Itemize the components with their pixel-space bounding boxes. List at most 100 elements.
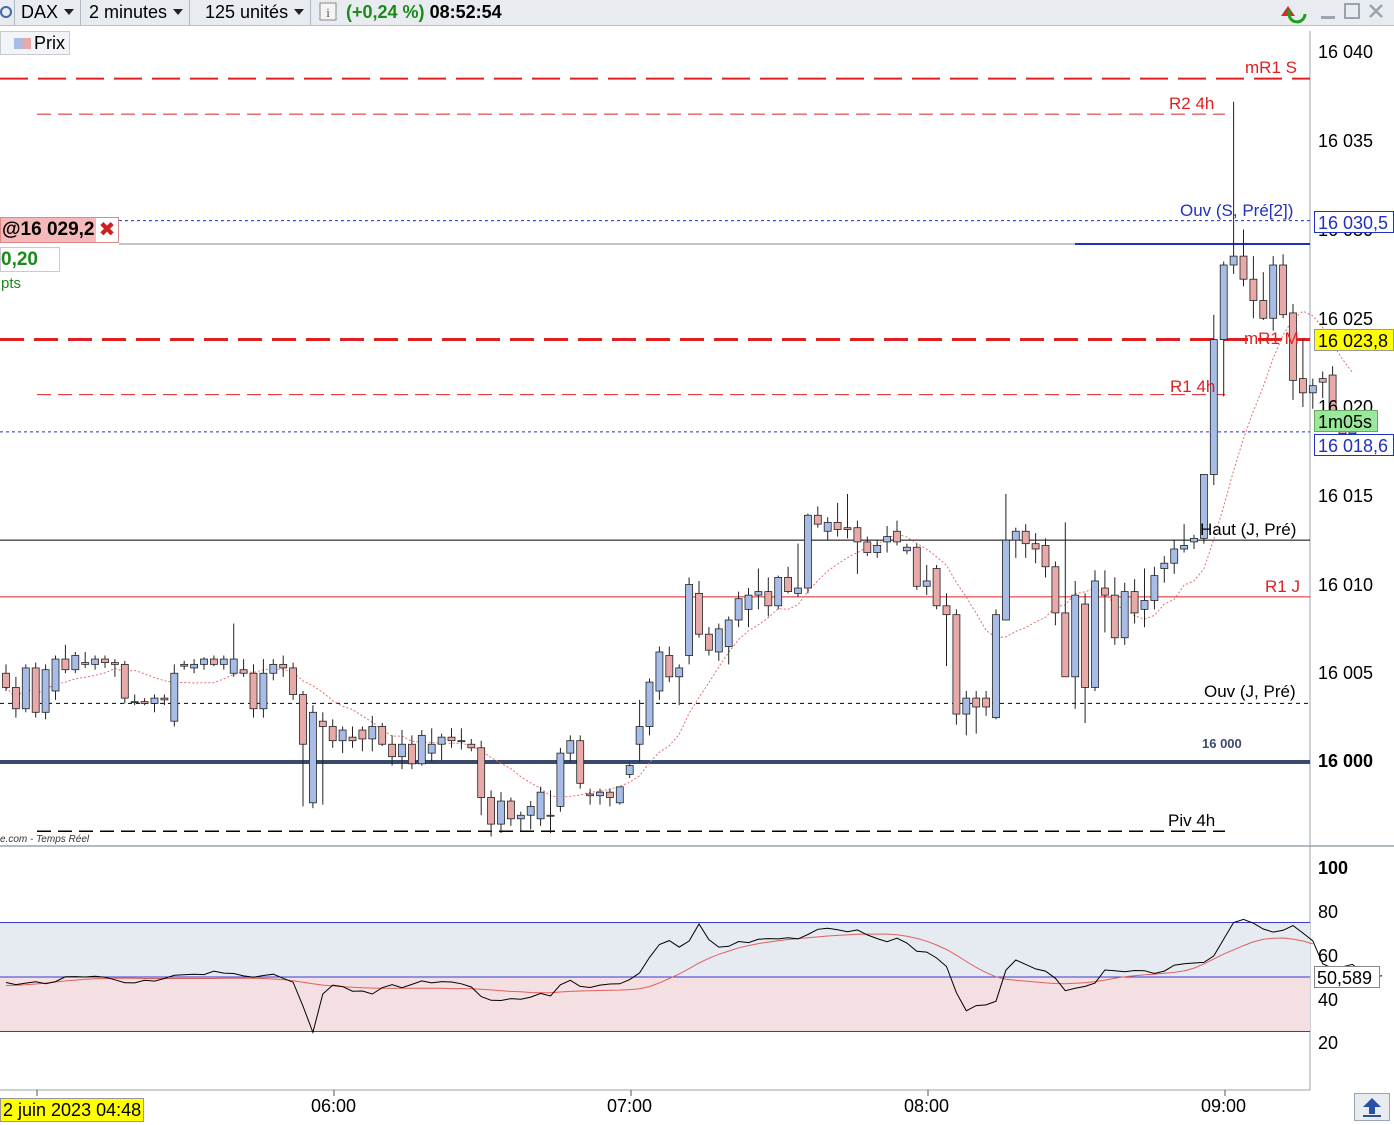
price-tick-16040: 16 040: [1318, 42, 1374, 62]
bull-candle-body: [437, 736, 446, 745]
bull-candle-body: [1308, 385, 1317, 394]
candle: [685, 577, 693, 665]
bull-candle-body: [338, 729, 347, 742]
chevron-down-icon: [173, 9, 184, 15]
candle: [546, 790, 555, 833]
candle: [2, 664, 10, 691]
candle: [170, 664, 179, 727]
candle: [764, 577, 773, 617]
candle: [101, 655, 109, 668]
bear-candle-body: [328, 726, 337, 742]
bull-candle-body: [615, 786, 624, 804]
candle: [1180, 524, 1188, 553]
instrument-label: DAX: [21, 2, 59, 22]
candle: [1289, 304, 1297, 400]
series-legend[interactable]: Prix: [0, 31, 70, 55]
candle: [804, 513, 812, 594]
candle: [130, 694, 139, 706]
candle: [1021, 524, 1030, 558]
bear-candle-body: [1101, 587, 1109, 596]
bear-candle-body: [1041, 545, 1050, 568]
units-select[interactable]: 125 unités: [199, 0, 312, 25]
candle: [308, 705, 317, 809]
bull-candle-body: [714, 628, 723, 653]
close-icon[interactable]: [1367, 2, 1385, 20]
candle: [606, 788, 614, 807]
bull-candle-body: [922, 580, 931, 587]
candle: [724, 616, 733, 665]
candle: [615, 786, 624, 805]
bear-candle-body: [1031, 543, 1040, 550]
candle: [11, 676, 20, 718]
instrument-select[interactable]: DAX: [15, 0, 82, 25]
toolbar: DAX 2 minutes 125 unités i (+0,24 %) 08:…: [0, 0, 1394, 26]
price-pane: [0, 31, 1310, 845]
bull-candle-body: [269, 663, 278, 674]
order-price-box[interactable]: @16 029,2 ✖: [0, 217, 119, 243]
bull-candle-body: [457, 740, 466, 743]
candle: [299, 691, 307, 807]
bear-candle-body: [843, 527, 852, 530]
bear-candle-body: [388, 743, 397, 758]
candle-swatch-icon: [14, 38, 31, 49]
candle: [1308, 378, 1317, 409]
candle: [744, 588, 753, 628]
bear-candle-body: [318, 720, 327, 727]
countdown-tag: 1m05s: [1314, 410, 1378, 432]
candle: [31, 662, 40, 718]
info-icon[interactable]: i: [318, 0, 340, 25]
candle: [1209, 314, 1218, 486]
candle: [190, 659, 199, 674]
interval-select[interactable]: 2 minutes: [83, 0, 191, 25]
time-tick-0600: 06:00: [311, 1096, 357, 1116]
bear-candle-body: [1110, 594, 1119, 639]
candle: [893, 520, 901, 546]
bear-candle-body: [972, 697, 981, 708]
candle: [249, 664, 258, 718]
candle: [140, 698, 149, 706]
candle: [219, 655, 228, 670]
bull-candle-body: [1170, 548, 1179, 564]
scroll-to-top-button[interactable]: [1354, 1093, 1390, 1121]
minimize-icon[interactable]: [1319, 2, 1337, 20]
candle: [1041, 538, 1050, 578]
candle: [427, 728, 436, 762]
candle: [1061, 522, 1070, 678]
candle: [259, 659, 268, 718]
level-label-mr1s: mR1 S: [1245, 58, 1297, 77]
candle: [41, 664, 50, 720]
bear-candle-body: [487, 797, 496, 825]
maximize-icon[interactable]: [1343, 2, 1361, 20]
bull-candle-body: [903, 546, 911, 552]
bull-candle-body: [675, 667, 684, 678]
candle: [1120, 582, 1129, 645]
price-tick-16025: 16 025: [1318, 309, 1374, 329]
candle: [714, 623, 723, 661]
candle: [21, 664, 30, 713]
bear-candle-body: [764, 591, 773, 607]
candle: [328, 719, 337, 748]
level-label-haut-j: Haut (J, Pré): [1200, 520, 1297, 539]
candle: [1011, 527, 1020, 558]
bear-candle-body: [695, 592, 703, 635]
cancel-order-icon[interactable]: ✖: [96, 218, 118, 242]
bull-candle-body: [1071, 594, 1080, 678]
bull-candle-body: [804, 514, 812, 589]
bull-candle-body: [794, 587, 802, 594]
candle: [289, 662, 298, 700]
candle: [734, 591, 743, 628]
up-down-arrows-icon[interactable]: [1277, 2, 1311, 24]
chevron-down-icon: [64, 9, 75, 15]
bear-candle-body: [576, 740, 585, 784]
price-tick-16000: 16 000: [1318, 751, 1374, 771]
chart-settings-icon[interactable]: [0, 0, 15, 25]
bear-candle-body: [378, 726, 387, 745]
bull-candle-body: [596, 791, 604, 797]
candle: [120, 660, 129, 704]
candle: [1110, 577, 1119, 645]
candle: [1150, 566, 1159, 610]
candle: [1259, 272, 1268, 321]
candle: [536, 786, 545, 826]
bear-candle-body: [81, 662, 90, 665]
